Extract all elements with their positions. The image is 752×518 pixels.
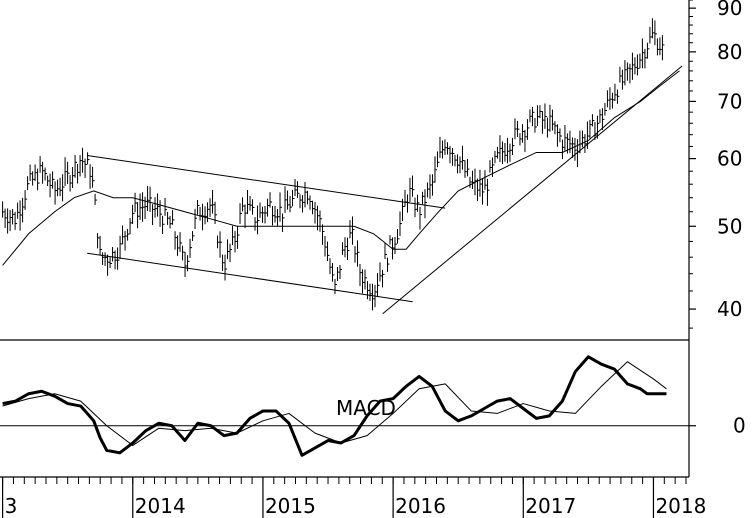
macd-tick-label: 0 [733,414,746,438]
price-tick-label: 60 [717,147,742,171]
price-tick-label: 50 [717,214,742,238]
x-tick-label: 2015 [265,494,316,518]
price-trendlines [87,65,683,315]
price-tick-label: 90 [717,0,742,20]
price-y-axis: 90 80 70 60 50 40 [689,0,742,329]
price-tick-label: 80 [717,40,742,64]
price-bars [2,18,665,311]
macd-y-axis: 0 [0,414,746,438]
price-panel: 90 80 70 60 50 40 [0,0,742,341]
x-tick-label: 3 [5,494,18,518]
price-tick-label: 70 [717,89,742,113]
trendline [87,252,413,303]
moving-average-series [2,70,680,266]
trendline [87,155,446,209]
macd-lines [2,355,667,457]
x-tick-label: 2018 [655,494,706,518]
macd-panel: 0 MACD [0,340,746,478]
price-tick-label: 40 [717,297,742,321]
trendline [382,65,683,315]
x-tick-label: 2017 [525,494,576,518]
x-tick-label: 2016 [395,494,446,518]
x-tick-label: 2014 [135,494,186,518]
signal-line [2,361,667,446]
x-axis: 3 2014 2015 2016 2017 2018 [2,477,706,518]
macd-label: MACD [336,396,396,420]
moving-average-line [2,70,680,266]
